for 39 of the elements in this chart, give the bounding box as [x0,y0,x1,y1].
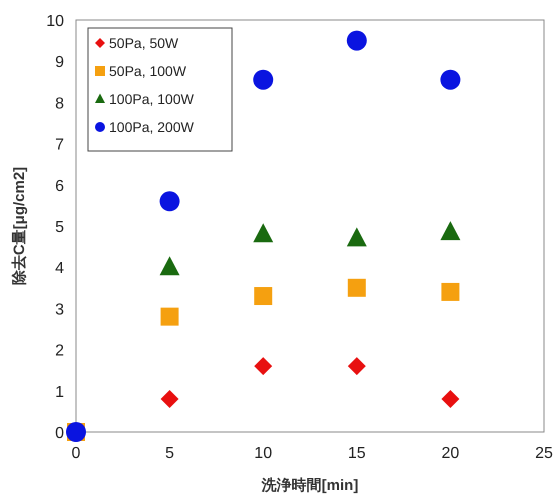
point [160,191,180,212]
y-axis-title: 除去C量[μg/cm2] [11,166,28,286]
x-tick-label: 20 [442,445,460,462]
y-tick-label: 3 [55,301,64,318]
y-tick-label: 8 [55,95,64,112]
x-axis-title: 洗浄時間[min] [260,477,358,494]
point [441,282,460,301]
point [441,390,460,408]
legend-label: 50Pa, 50W [109,35,180,51]
y-tick-label: 7 [55,136,64,154]
x-tick-label: 0 [72,445,81,462]
point [440,70,460,90]
y-tick-label: 4 [55,260,64,278]
point [253,70,274,90]
y-tick-label: 9 [55,54,64,72]
legend-label: 100Pa, 100W [109,91,195,107]
x-tick-label: 15 [348,445,366,462]
legend-label: 50Pa, 100W [109,63,187,79]
y-tick-label: 5 [55,219,64,236]
point [160,308,179,326]
y-tick-label: 1 [55,384,64,401]
y-tick-label: 6 [55,178,64,195]
point [348,357,366,376]
point [254,357,272,376]
legend-label: 100Pa, 200W [109,119,195,135]
point [348,278,366,297]
point [346,227,367,246]
point [160,390,179,408]
point [346,30,367,51]
x-tick-label: 5 [165,445,174,462]
point [440,221,460,240]
x-tick-label: 10 [254,445,272,462]
y-tick-label: 0 [55,425,64,442]
point [160,256,180,276]
point [253,223,274,242]
y-tick-label: 2 [55,342,64,360]
y-tick-label: 10 [46,13,64,30]
x-tick-label: 25 [535,445,553,462]
point [254,287,272,306]
